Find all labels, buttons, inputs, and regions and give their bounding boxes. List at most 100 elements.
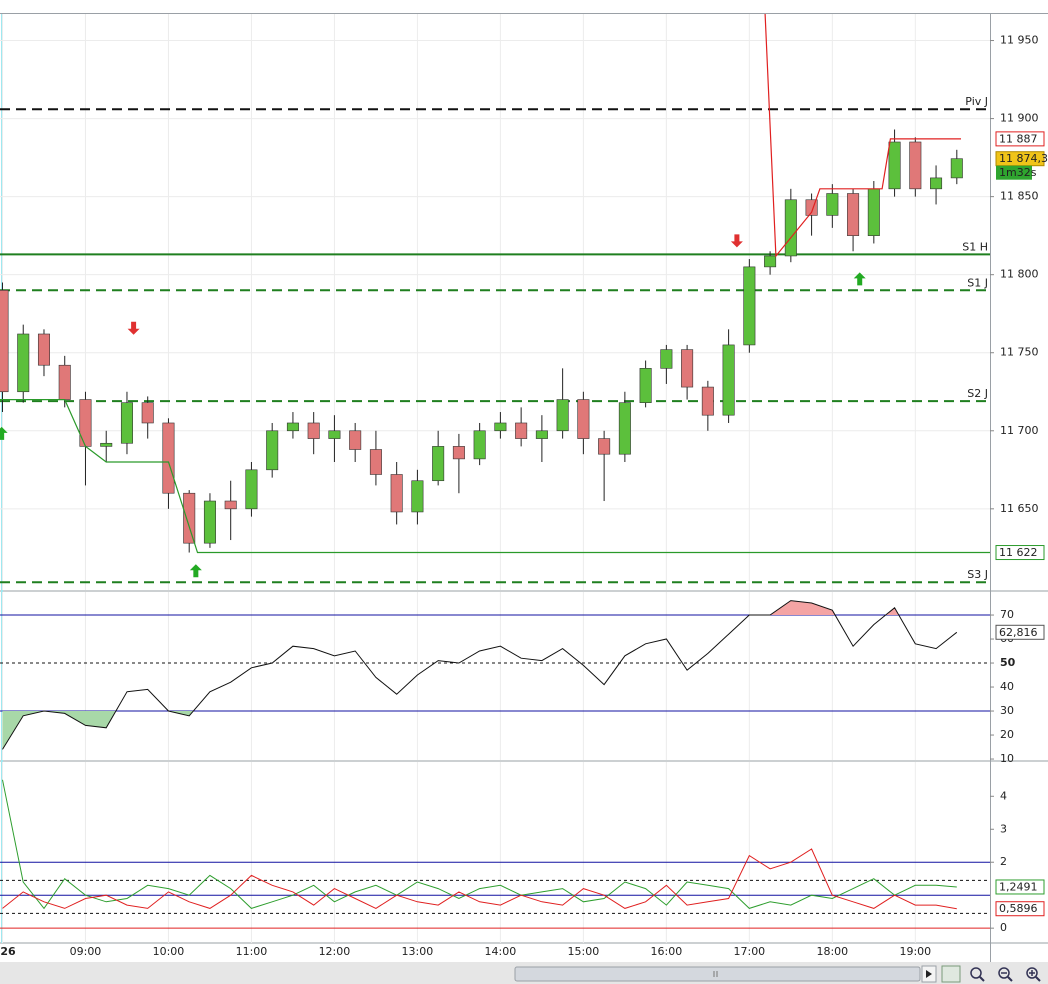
candle-body xyxy=(764,255,777,268)
candle-body xyxy=(784,199,797,257)
value-badge xyxy=(995,879,1045,895)
zoom-icon-handle xyxy=(1035,976,1041,982)
candle-body xyxy=(183,492,196,544)
zoom-icon-handle xyxy=(979,976,985,982)
trailing-stop-line xyxy=(0,399,990,554)
candle-body xyxy=(79,399,92,447)
value-badge-label: 62,816 xyxy=(999,626,1038,639)
candle-body xyxy=(805,199,818,216)
candle-body xyxy=(639,368,652,403)
candle-body xyxy=(826,193,839,216)
x-tick-label: 14:00 xyxy=(485,945,517,958)
candle-body xyxy=(328,430,341,439)
candle-body xyxy=(100,442,113,447)
level-label: S1 J xyxy=(967,276,988,289)
auto-scale-button[interactable] xyxy=(941,965,961,983)
candle-body xyxy=(743,266,756,346)
candle-body xyxy=(577,399,590,439)
candle-body xyxy=(0,289,9,393)
y-tick-label: 50 xyxy=(1000,656,1016,669)
scroll-arrow-icon xyxy=(926,970,932,978)
timer-label: 1m32s xyxy=(999,166,1037,179)
x-tick-label: 09:00 xyxy=(70,945,102,958)
candle-body xyxy=(556,399,569,432)
zoom-fit-button[interactable] xyxy=(970,967,982,979)
trailing-stop-line xyxy=(764,13,961,258)
candle-body xyxy=(141,402,154,424)
y-tick-label: 70 xyxy=(1000,608,1014,621)
plot-layers: 11 650 11 700 11 750 11 800 11 850 11 900 11 9… xyxy=(0,13,1048,958)
y-tick-label: 11 850 xyxy=(1000,190,1039,203)
x-tick-label: 12:00 xyxy=(319,945,351,958)
y-tick-label: 30 xyxy=(1000,704,1014,717)
candle-body xyxy=(307,422,320,439)
candle-body xyxy=(224,500,237,510)
x-tick-label: 10:00 xyxy=(153,945,185,958)
value-badge-label: 0,5896 xyxy=(999,902,1038,915)
value-badge-label: 1,2491 xyxy=(999,880,1038,893)
candle-body xyxy=(411,480,424,513)
x-tick-label: 15:00 xyxy=(568,945,600,958)
sell-signal xyxy=(127,321,140,335)
last-price-label: 11 874,3 xyxy=(999,152,1048,165)
x-tick-label: 18:00 xyxy=(816,945,848,958)
y-tick-label: 40 xyxy=(1000,680,1014,693)
value-badge xyxy=(995,545,1045,561)
y-tick-label: 11 950 xyxy=(1000,34,1039,47)
sell-signal xyxy=(730,234,743,248)
candle-body xyxy=(515,422,528,439)
x-tick-label: 26 xyxy=(0,945,16,958)
x-tick-label: 11:00 xyxy=(236,945,268,958)
value-badge xyxy=(995,901,1045,917)
candle-body xyxy=(17,333,30,393)
candle-body xyxy=(58,364,71,400)
zoom-icon-handle xyxy=(1007,976,1013,982)
candle-body xyxy=(245,469,258,510)
candle-body xyxy=(867,188,880,236)
candle-body xyxy=(618,402,631,455)
buy-signal xyxy=(0,426,8,440)
candle-body xyxy=(120,402,133,444)
y-tick-label: 11 900 xyxy=(1000,112,1039,125)
candle-body xyxy=(473,430,486,460)
candle-body xyxy=(390,474,403,513)
candle-body xyxy=(266,430,279,471)
candle-body xyxy=(930,177,943,190)
candle-body xyxy=(722,344,735,416)
x-tick-label: 13:00 xyxy=(402,945,434,958)
timer-badge xyxy=(996,165,1032,180)
y-tick-label: 2 xyxy=(1000,855,1007,868)
zoom-in-button[interactable] xyxy=(1026,967,1038,979)
y-tick-label: 20 xyxy=(1000,728,1014,741)
zoom-out-button[interactable] xyxy=(998,967,1010,979)
bottom-toolbar xyxy=(0,962,1048,984)
y-tick-label: 11 750 xyxy=(1000,346,1039,359)
candle-body xyxy=(369,449,382,475)
level-label: S2 J xyxy=(967,387,988,400)
value-badge xyxy=(995,624,1045,640)
candle-body xyxy=(681,349,694,388)
y-tick-label: 0 xyxy=(1000,921,1007,934)
indicator-line xyxy=(2,848,957,910)
x-tick-label: 16:00 xyxy=(651,945,683,958)
level-label: Piv J xyxy=(965,95,988,108)
candle-body xyxy=(847,193,860,236)
candle-body xyxy=(162,422,175,494)
candle-body xyxy=(286,422,299,432)
level-label: S1 H xyxy=(962,240,988,253)
candle-body xyxy=(701,386,714,416)
y-tick-label: 11 700 xyxy=(1000,424,1039,437)
value-badge-label: 11 622 xyxy=(999,546,1038,559)
indicator-line xyxy=(2,779,957,910)
candle-body xyxy=(909,141,922,190)
x-tick-label: 17:00 xyxy=(733,945,765,958)
y-tick-label: 11 800 xyxy=(1000,268,1039,281)
buy-signal xyxy=(853,272,866,286)
candle-body xyxy=(452,446,465,460)
candle-body xyxy=(432,446,445,482)
candle-body xyxy=(494,422,507,432)
candle-body xyxy=(888,141,901,190)
y-tick-label: 3 xyxy=(1000,822,1007,835)
value-badge-label: 11 887 xyxy=(999,132,1038,145)
